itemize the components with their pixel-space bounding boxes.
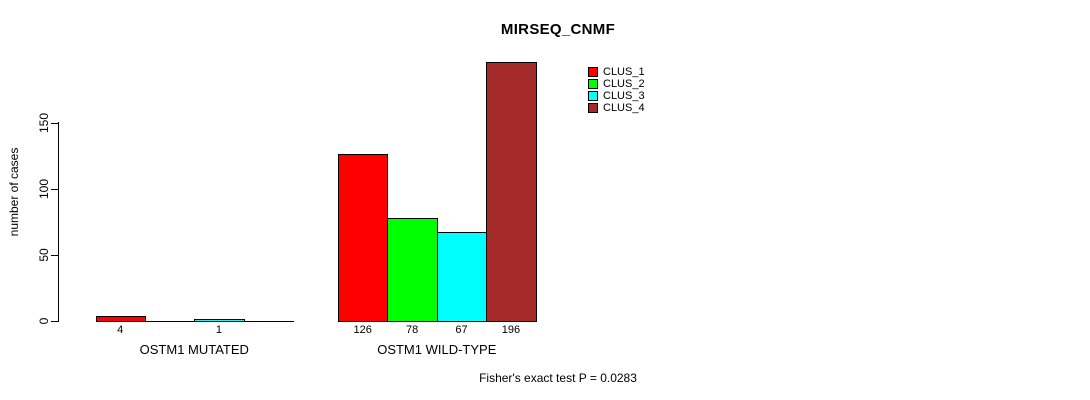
bar-value-label: 1 [215, 324, 223, 336]
y-tick-label: 100 [37, 178, 51, 199]
bar-value-label: 78 [405, 324, 419, 336]
bar-value-label: 126 [353, 324, 372, 336]
chart-title: MIRSEQ_CNMF [500, 21, 616, 38]
legend-label: CLUS_4 [603, 102, 645, 114]
bar-clus_2-group2 [387, 218, 438, 322]
y-axis-label: number of cases [7, 147, 21, 237]
legend: CLUS_1 CLUS_2 CLUS_3 CLUS_4 [588, 66, 645, 114]
legend-label: CLUS_1 [603, 66, 645, 78]
bar-clus_1-group2 [338, 154, 389, 322]
bar-value-label: 196 [501, 324, 521, 336]
bar-clus_3-group2 [436, 232, 488, 322]
legend-color-swatch-icon [588, 67, 598, 77]
bar-clus_4-group2 [486, 62, 537, 322]
bar-clus_3-group1 [194, 319, 245, 322]
legend-color-swatch-icon [588, 103, 598, 113]
y-tick-mark [51, 254, 58, 256]
legend-label: CLUS_3 [603, 90, 645, 102]
legend-item-clus_2: CLUS_2 [588, 78, 645, 90]
bar-clus_4-group1 [243, 321, 295, 322]
y-axis-line [58, 122, 59, 322]
y-tick-mark [51, 321, 58, 322]
y-tick-mark [51, 122, 58, 124]
y-tick-mark [51, 188, 58, 190]
legend-item-clus_4: CLUS_4 [588, 102, 645, 114]
pvalue-annotation: Fisher's exact test P = 0.0283 [479, 371, 637, 385]
y-tick-label: 0 [37, 317, 51, 325]
bar-value-label: 67 [455, 324, 468, 336]
legend-color-swatch-icon [588, 91, 598, 101]
y-tick-label: 50 [37, 248, 51, 262]
bar-value-label: 4 [117, 324, 124, 336]
legend-item-clus_3: CLUS_3 [588, 90, 645, 102]
legend-color-swatch-icon [588, 79, 598, 89]
legend-label: CLUS_2 [603, 78, 645, 90]
group-label-2: OSTM1 WILD-TYPE [377, 342, 497, 357]
bar-clus_2-group1 [144, 321, 196, 322]
group-label-1: OSTM1 MUTATED [139, 342, 249, 357]
y-tick-label: 150 [37, 112, 51, 133]
legend-item-clus_1: CLUS_1 [588, 66, 645, 78]
bar-clus_1-group1 [95, 316, 146, 322]
